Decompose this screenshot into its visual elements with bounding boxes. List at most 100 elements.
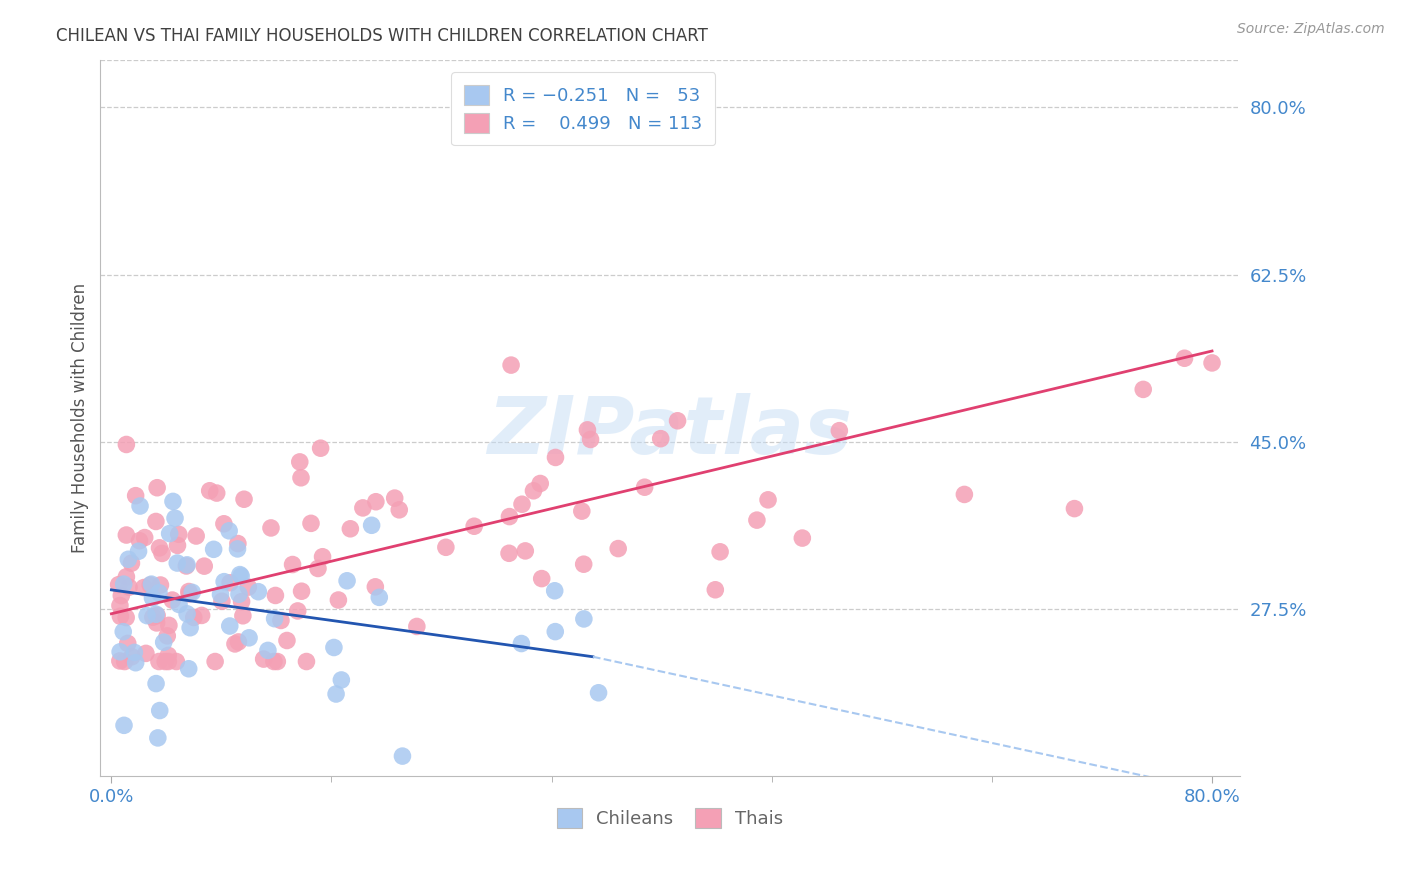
Point	[132, 581, 155, 595]
Point	[463, 519, 485, 533]
Point	[157, 648, 180, 663]
Point	[209, 587, 232, 601]
Point	[633, 480, 655, 494]
Point	[309, 441, 332, 455]
Point	[571, 504, 593, 518]
Point	[384, 491, 406, 505]
Point	[360, 518, 382, 533]
Y-axis label: Family Households with Children: Family Households with Children	[72, 283, 89, 553]
Point	[190, 608, 212, 623]
Point	[218, 619, 240, 633]
Point	[1063, 501, 1085, 516]
Point	[311, 549, 333, 564]
Point	[288, 455, 311, 469]
Point	[149, 578, 172, 592]
Point	[257, 643, 280, 657]
Point	[110, 609, 132, 624]
Point	[1132, 383, 1154, 397]
Point	[202, 542, 225, 557]
Point	[141, 591, 163, 605]
Point	[515, 544, 537, 558]
Point	[118, 580, 141, 594]
Point	[266, 655, 288, 669]
Point	[165, 655, 187, 669]
Point	[709, 545, 731, 559]
Point	[287, 604, 309, 618]
Point	[146, 481, 169, 495]
Point	[176, 559, 198, 574]
Point	[224, 637, 246, 651]
Point	[498, 546, 520, 560]
Point	[231, 569, 253, 583]
Point	[529, 476, 551, 491]
Point	[368, 591, 391, 605]
Point	[211, 594, 233, 608]
Text: CHILEAN VS THAI FAMILY HOUSEHOLDS WITH CHILDREN CORRELATION CHART: CHILEAN VS THAI FAMILY HOUSEHOLDS WITH C…	[56, 27, 709, 45]
Point	[434, 541, 457, 555]
Point	[572, 558, 595, 572]
Point	[666, 414, 689, 428]
Point	[177, 584, 200, 599]
Point	[167, 598, 190, 612]
Point	[263, 655, 285, 669]
Point	[176, 558, 198, 572]
Point	[388, 503, 411, 517]
Point	[183, 610, 205, 624]
Point	[232, 608, 254, 623]
Point	[339, 522, 361, 536]
Point	[290, 584, 312, 599]
Point	[1201, 356, 1223, 370]
Point	[156, 629, 179, 643]
Point	[510, 497, 533, 511]
Point	[588, 686, 610, 700]
Point	[530, 572, 553, 586]
Point	[112, 577, 135, 591]
Point	[226, 536, 249, 550]
Point	[510, 636, 533, 650]
Point	[162, 494, 184, 508]
Text: ZIPatlas: ZIPatlas	[488, 393, 852, 471]
Point	[117, 552, 139, 566]
Point	[145, 515, 167, 529]
Point	[325, 687, 347, 701]
Point	[166, 538, 188, 552]
Point	[228, 587, 250, 601]
Point	[129, 499, 152, 513]
Point	[228, 635, 250, 649]
Point	[134, 531, 156, 545]
Point	[391, 749, 413, 764]
Point	[1173, 351, 1195, 366]
Point	[650, 432, 672, 446]
Point	[115, 570, 138, 584]
Point	[828, 424, 851, 438]
Point	[152, 635, 174, 649]
Point	[115, 610, 138, 624]
Point	[166, 556, 188, 570]
Point	[336, 574, 359, 588]
Point	[352, 500, 374, 515]
Point	[117, 636, 139, 650]
Point	[157, 655, 180, 669]
Point	[179, 587, 201, 601]
Point	[756, 492, 779, 507]
Point	[124, 656, 146, 670]
Point	[193, 559, 215, 574]
Point	[177, 662, 200, 676]
Point	[150, 546, 173, 560]
Point	[179, 621, 201, 635]
Point	[544, 624, 567, 639]
Point	[264, 589, 287, 603]
Point	[253, 652, 276, 666]
Point	[146, 608, 169, 623]
Point	[186, 529, 208, 543]
Point	[501, 358, 523, 372]
Point	[108, 599, 131, 613]
Point	[163, 511, 186, 525]
Point	[219, 575, 242, 590]
Point	[953, 487, 976, 501]
Point	[128, 533, 150, 548]
Point	[157, 618, 180, 632]
Point	[322, 640, 344, 655]
Point	[136, 608, 159, 623]
Point	[364, 494, 387, 508]
